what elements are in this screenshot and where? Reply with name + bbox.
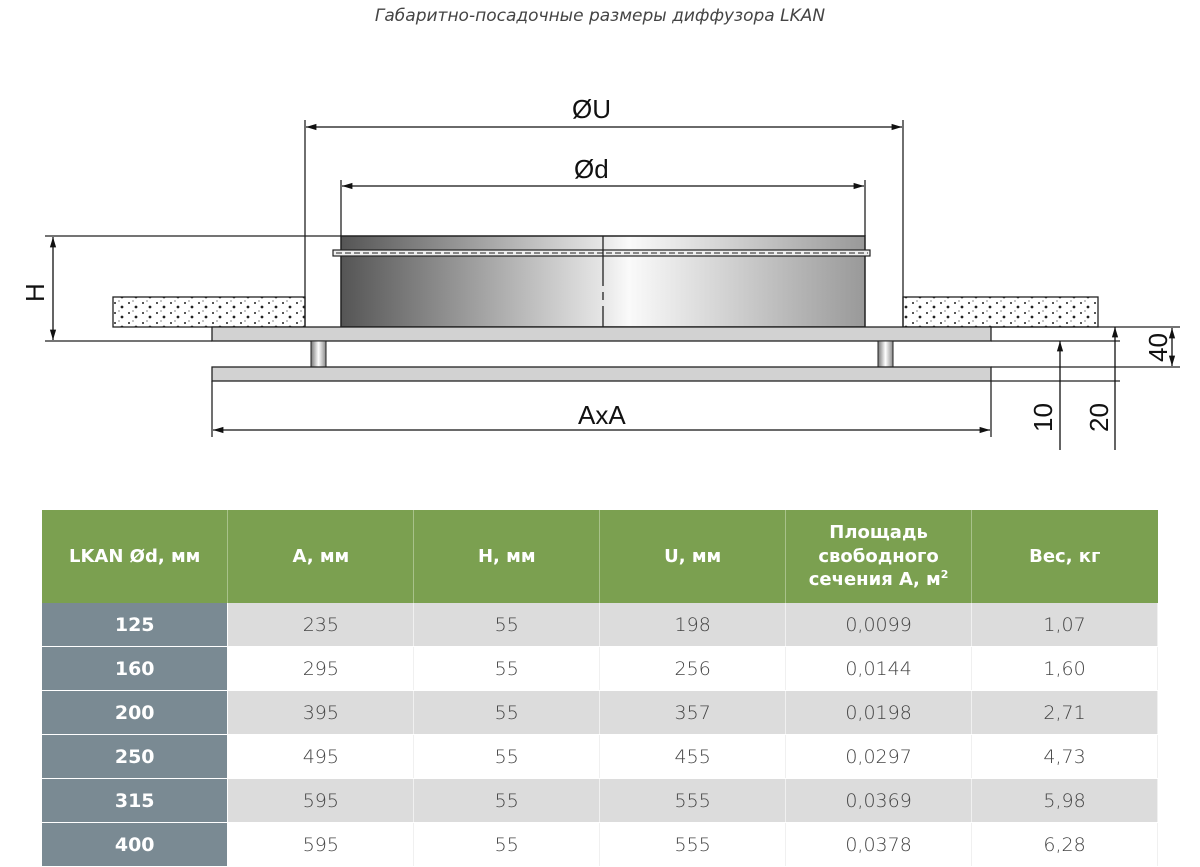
ceiling-slab-right [902,296,1099,328]
table-cell: 0,0144 [785,646,973,691]
table-cell: 125 [42,603,229,647]
table-cell: 198 [599,603,787,647]
front-panel [211,366,992,382]
label-d: Ød [574,154,609,184]
table-row: 250 495 55 455 0,0297 4,73 [42,734,1158,779]
table-cell: 357 [599,690,787,735]
table-cell: 0,0099 [785,603,973,647]
table-cell: 0,0297 [785,734,973,779]
dimensions-table: LKAN Ød, мм A, мм H, мм U, мм Площадь св… [42,510,1158,867]
label-10: 10 [1028,403,1058,432]
table-cell: 0,0198 [785,690,973,735]
post-right [877,340,894,368]
table-cell: 256 [599,646,787,691]
label-AxA: AxA [578,400,626,430]
table-cell: 55 [413,646,601,691]
table-cell: 200 [42,690,229,735]
table-header-row: LKAN Ød, мм A, мм H, мм U, мм Площадь св… [42,510,1158,603]
table-row: 315 595 55 555 0,0369 5,98 [42,778,1158,823]
table-cell: 5,98 [971,778,1158,823]
table-cell: 495 [227,734,415,779]
table-cell: 295 [227,646,415,691]
table-cell: 1,07 [971,603,1158,647]
table-cell: 315 [42,778,229,823]
table-cell: 55 [413,690,601,735]
table-cell: 55 [413,603,601,647]
table-row: 200 395 55 357 0,0198 2,71 [42,690,1158,735]
table-cell: 0,0378 [785,822,973,867]
post-left [310,340,327,368]
table-cell: 4,73 [971,734,1158,779]
table-cell: 1,60 [971,646,1158,691]
upper-plate [211,326,992,342]
table-cell: 55 [413,734,601,779]
table-cell: 595 [227,778,415,823]
table-cell: 2,71 [971,690,1158,735]
col-header-U: U, мм [599,510,787,603]
table-cell: 555 [599,822,787,867]
col-header-H: H, мм [413,510,601,603]
table-cell: 0,0369 [785,778,973,823]
col-header-area: Площадь свободного сечения А, м2 [785,510,973,603]
diagram-title: Габаритно-посадочные размеры диффузора L… [374,6,826,26]
table-cell: 400 [42,822,229,867]
table-cell: 455 [599,734,787,779]
table-cell: 55 [413,822,601,867]
table-row: 400 595 55 555 0,0378 6,28 [42,822,1158,867]
col-header-A: A, мм [227,510,415,603]
label-40: 40 [1143,333,1173,362]
table-cell: 595 [227,822,415,867]
table-row: 125 235 55 198 0,0099 1,07 [42,603,1158,647]
table-cell: 395 [227,690,415,735]
table-cell: 55 [413,778,601,823]
table-cell: 160 [42,646,229,691]
table-cell: 6,28 [971,822,1158,867]
table-cell: 235 [227,603,415,647]
ceiling-slab-left [112,296,306,328]
table-row: 160 295 55 256 0,0144 1,60 [42,646,1158,691]
table-cell: 555 [599,778,787,823]
label-H: H [20,283,50,302]
lkan-dimension-drawing: ØU Ød H AxA 40 10 20 [20,94,1180,450]
col-header-d: LKAN Ød, мм [42,510,229,603]
label-U: ØU [572,94,611,124]
label-20: 20 [1084,403,1114,432]
col-header-weight: Вес, кг [971,510,1158,603]
table-cell: 250 [42,734,229,779]
